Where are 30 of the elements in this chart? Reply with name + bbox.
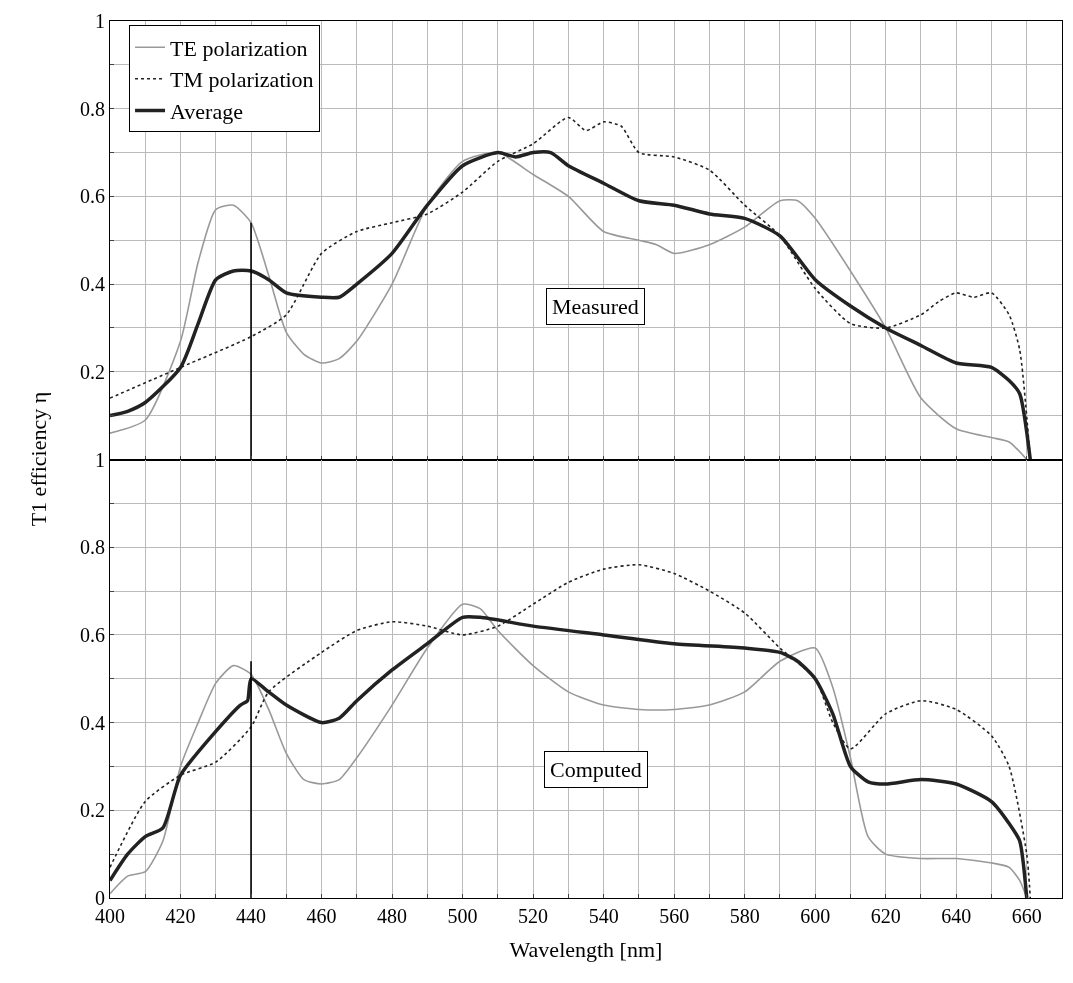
y-tick-label: 0.8 [80,536,105,559]
y-tick-label: 0.6 [80,623,105,646]
x-axis-title: Wavelength [nm] [509,936,663,962]
y-tick-label: 0.6 [80,185,105,208]
y-tick-label: 0.4 [80,273,105,296]
x-tick-label: 520 [518,905,549,927]
x-tick-label: 620 [870,905,901,927]
x-tick-label: 480 [377,905,408,927]
y-tick-label: 0.8 [80,97,105,120]
y-tick-label: 0.2 [80,799,105,822]
x-tick-label: 420 [165,905,196,927]
y-axis-title: T1 efficiency η [26,391,52,527]
y-tick-label: 0.4 [80,711,105,734]
annotation: Measured [552,294,639,319]
x-tick-label: 600 [800,905,831,927]
x-tick-label: 580 [729,905,760,927]
legend-label: TM polarization [170,67,314,93]
x-tick-label: 640 [941,905,972,927]
legend-label: TE polarization [170,35,308,61]
x-tick-label: 440 [236,905,267,927]
y-tick-label: 0.2 [80,360,105,383]
y-tick-label: 1 [95,10,105,32]
x-tick-label: 660 [1011,905,1042,927]
x-tick-label: 460 [306,905,337,927]
x-tick-label: 560 [659,905,690,927]
y-tick-label: 1 [95,448,105,471]
annotation: Computed [550,757,642,782]
x-tick-label: 500 [447,905,478,927]
x-tick-label: 540 [588,905,619,927]
legend-label: Average [170,98,243,124]
